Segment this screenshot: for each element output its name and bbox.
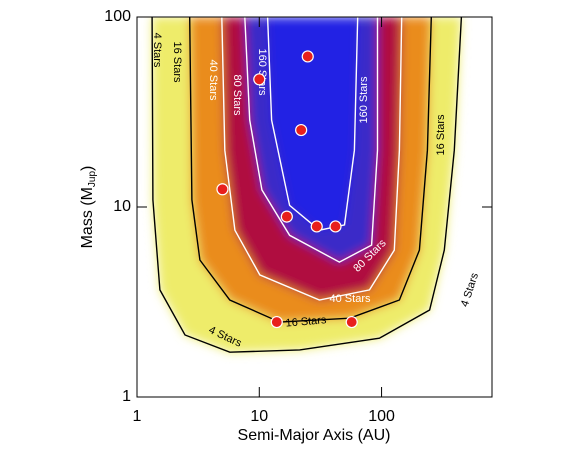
contour-label: 160 Stars [256,48,268,96]
y-tick-label: 100 [104,8,131,25]
contour-label: 16 Stars [435,114,447,155]
x-tick-label: 100 [368,408,395,425]
x-tick-label: 1 [133,408,142,425]
contour-label: 40 Stars [207,60,219,101]
y-axis-label: Mass (MJup) [79,166,97,249]
planet-point [280,210,293,223]
planet-point [301,50,314,63]
planet-point [253,73,266,86]
planet-point [270,315,283,329]
heatmap [152,17,462,353]
planet-point [216,183,229,196]
y-label-text: Mass (M [79,187,96,248]
contour-label: 16 Stars [285,314,327,330]
points [216,50,358,329]
planet-point [295,123,308,137]
y-label-sub: Jup [87,171,98,188]
y-tick-label: 1 [122,388,131,405]
contour-label: 16 Stars [171,42,183,83]
planet-point [310,220,323,233]
x-tick-label: 10 [250,408,268,425]
contour-line [189,17,432,323]
x-axis-label: Semi-Major Axis (AU) [238,427,391,444]
contour-line [244,17,379,263]
contour-label: 40 Stars [330,293,371,305]
contour-label: 160 Stars [358,76,370,124]
contour-label: 4 Stars [151,33,163,68]
contour-label: 4 Stars [459,271,481,308]
planet-point [329,220,342,233]
contour-fill [267,17,358,231]
contour-line [221,17,403,301]
contour-line [151,17,463,353]
planet-point [345,315,358,329]
contour-label: 80 Stars [231,75,243,116]
y-label-end: ) [79,166,96,171]
y-tick-label: 10 [113,198,131,215]
